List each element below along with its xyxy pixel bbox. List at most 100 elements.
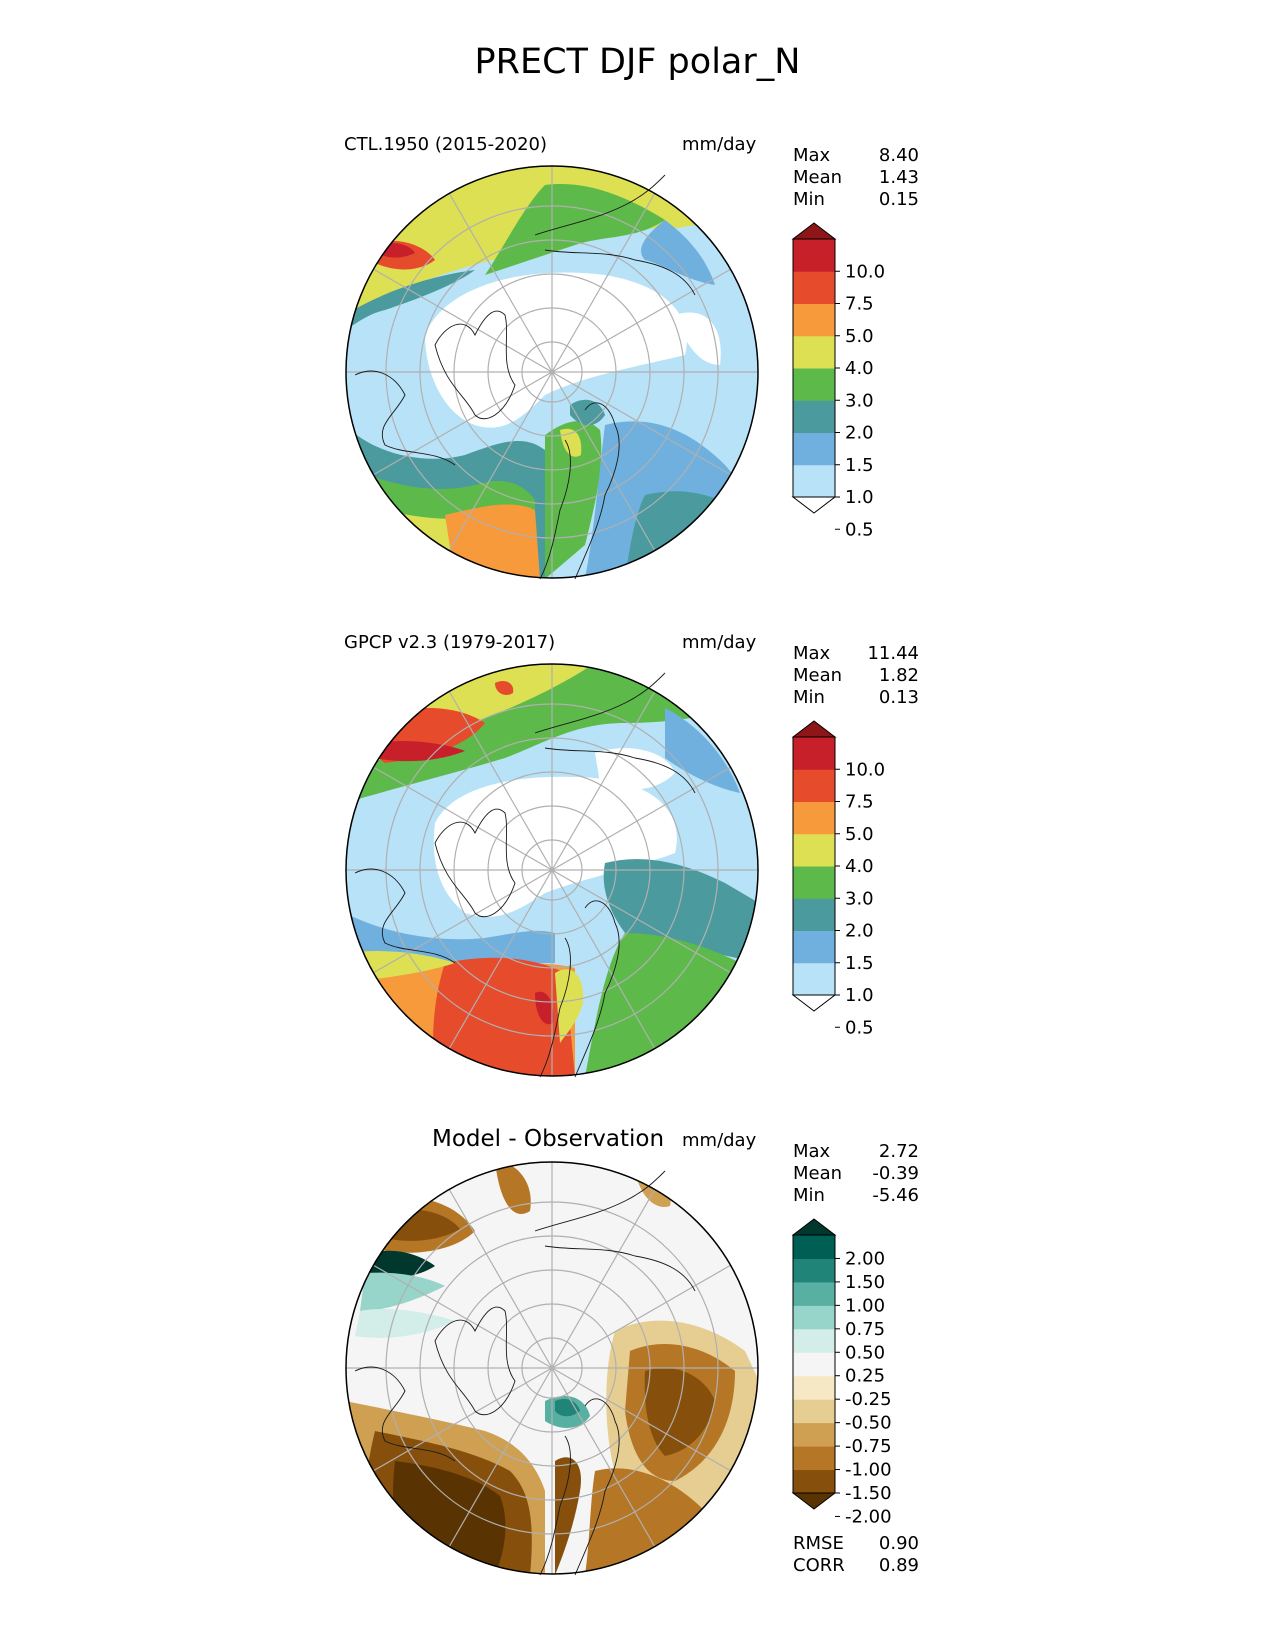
colorbar-extend-min: [791, 1492, 837, 1510]
colorbar-segment: [793, 400, 835, 433]
units-label-ref: mm/day: [682, 632, 757, 653]
colorbar-tick-label: 2.0: [845, 423, 874, 444]
colorbar-segment: [793, 898, 835, 931]
figure-title: PRECT DJF polar_N: [474, 42, 801, 82]
colorbar-extend-max: [791, 222, 837, 240]
stat-label: Max: [793, 145, 831, 166]
polar-map-ref: [345, 663, 759, 1078]
colorbar-tick-label: 10.0: [845, 261, 885, 282]
colorbar-tick-label: 5.0: [845, 326, 874, 347]
colorbar-segment: [793, 1422, 835, 1447]
colorbar-tick-label: -0.50: [845, 1413, 892, 1434]
colorbar-tick-label: -0.75: [845, 1436, 892, 1457]
colorbar-tick-label: -2.00: [845, 1506, 892, 1527]
colorbar-tick-label: 0.5: [845, 1017, 874, 1038]
colorbar-tick-label: 1.0: [845, 985, 874, 1006]
stat-value: 1.43: [878, 167, 919, 188]
colorbar-segment: [793, 303, 835, 337]
stat-label: Min: [793, 189, 825, 210]
colorbar-segment: [793, 1399, 835, 1424]
metric-value: 0.89: [878, 1555, 919, 1576]
panel-title-diff: Model - Observation: [432, 1126, 665, 1152]
colorbar-segment: [793, 432, 835, 466]
stats-block-ref: Max 11.44 Mean 1.82 Min 0.13: [793, 643, 919, 709]
colorbar-tick-label: -0.25: [845, 1389, 892, 1410]
panel-title-test: CTL.1950 (2015-2020): [344, 134, 548, 155]
stat-value: 1.82: [878, 665, 919, 686]
stat-value: 11.44: [867, 643, 919, 664]
colorbar-tick-label: 0.25: [845, 1366, 885, 1387]
colorbar-segment: [793, 769, 835, 802]
colorbar-segment: [793, 930, 835, 964]
stat-label: Mean: [793, 665, 843, 686]
colorbar-tick-label: 2.00: [845, 1248, 885, 1269]
stat-value: 8.40: [878, 145, 919, 166]
colorbar-segment: [793, 1352, 835, 1377]
colorbar-tick-label: 1.5: [845, 455, 874, 476]
stat-label: Min: [793, 687, 825, 708]
colorbar-segment: [793, 1328, 835, 1353]
colorbar-tick-label: 1.5: [845, 953, 874, 974]
colorbar-segment: [793, 1375, 835, 1400]
stat-value: -0.39: [872, 1163, 919, 1184]
colorbar-extend-min: [791, 496, 837, 514]
stat-label: Min: [793, 1185, 825, 1206]
colorbar-tick-label: 1.50: [845, 1272, 885, 1293]
stat-value: 0.15: [878, 189, 919, 210]
units-label-test: mm/day: [682, 134, 757, 155]
panel-title-ref: GPCP v2.3 (1979-2017): [344, 632, 556, 653]
colorbar-tick-label: 10.0: [845, 759, 885, 780]
stat-label: Max: [793, 1141, 831, 1162]
colorbar-tick-label: 7.5: [845, 792, 874, 813]
colorbar-test: 10.0 7.5 5.0 4.0 3.0 2.0 1.5 1.0 0.5: [791, 222, 885, 540]
colorbar-segment: [793, 239, 835, 272]
stat-label: Mean: [793, 167, 843, 188]
colorbar-tick-label: 0.5: [845, 519, 874, 540]
colorbar-segment: [793, 1469, 835, 1494]
colorbar-tick-label: 0.50: [845, 1342, 885, 1363]
colorbar-segment: [793, 801, 835, 835]
colorbar-segment: [793, 833, 835, 867]
stats-block-diff: Max 2.72 Mean -0.39 Min -5.46: [793, 1141, 919, 1207]
stat-label: Max: [793, 643, 831, 664]
colorbar-segment: [793, 866, 835, 899]
colorbar-segment: [793, 1258, 835, 1283]
units-label-diff: mm/day: [682, 1130, 757, 1151]
colorbar-tick-label: -1.50: [845, 1483, 892, 1504]
colorbar-ref: 10.0 7.5 5.0 4.0 3.0 2.0 1.5 1.0 0.5: [791, 720, 885, 1038]
colorbar-segment: [793, 335, 835, 369]
metric-value: 0.90: [878, 1533, 919, 1554]
colorbar-segment: [793, 1281, 835, 1306]
colorbar-segment: [793, 962, 835, 996]
polar-map-test: [345, 165, 759, 580]
colorbar-frame: [792, 1234, 836, 1494]
colorbar-segment: [793, 1305, 835, 1330]
stat-value: 2.72: [878, 1141, 919, 1162]
colorbar-tick-label: 4.0: [845, 856, 874, 877]
metrics-block-diff: RMSE 0.90 CORR 0.89: [793, 1533, 919, 1577]
colorbar-segment: [793, 271, 835, 304]
stat-label: Mean: [793, 1163, 843, 1184]
colorbar-tick-label: 3.0: [845, 888, 874, 909]
colorbar-tick-label: 0.75: [845, 1319, 885, 1340]
polar-map-diff: [345, 1161, 759, 1576]
colorbar-tick-label: 1.0: [845, 487, 874, 508]
colorbar-tick-label: -1.00: [845, 1460, 892, 1481]
colorbar-extend-max: [791, 1218, 837, 1236]
metric-label: RMSE: [793, 1533, 844, 1554]
colorbar-segment: [793, 1235, 835, 1259]
colorbar-tick-label: 4.0: [845, 358, 874, 379]
colorbar-tick-label: 5.0: [845, 824, 874, 845]
colorbar-segment: [793, 737, 835, 770]
colorbar-tick-label: 3.0: [845, 390, 874, 411]
colorbar-segment: [793, 1446, 835, 1471]
colorbar-tick-label: 7.5: [845, 294, 874, 315]
colorbar-tick-label: 1.00: [845, 1295, 885, 1316]
colorbar-extend-min: [791, 994, 837, 1012]
colorbar-diff: 2.00 1.501.00 0.750.50 0.25-0.25 -0.50-0.75 -…: [791, 1218, 892, 1527]
stat-value: -5.46: [872, 1185, 919, 1206]
stat-value: 0.13: [878, 687, 919, 708]
colorbar-tick-label: 2.0: [845, 921, 874, 942]
stats-block-test: Max 8.40 Mean 1.43 Min 0.15: [793, 145, 919, 211]
metric-label: CORR: [793, 1555, 845, 1576]
